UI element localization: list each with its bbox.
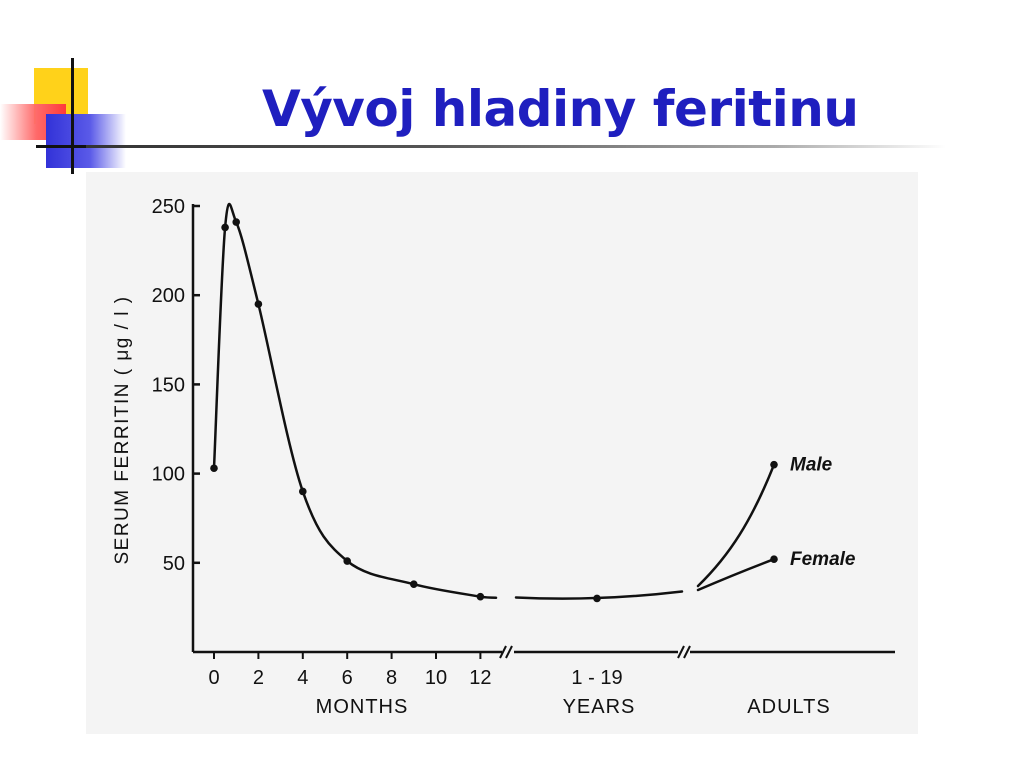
axis-break-mark — [499, 645, 507, 659]
series-line-months — [212, 202, 498, 599]
x-tick-label: 12 — [469, 667, 491, 689]
y-tick-label: 100 — [152, 464, 185, 486]
x-group-label-adults: ADULTS — [747, 696, 830, 718]
axis-break-mark — [683, 645, 691, 659]
data-point — [593, 594, 601, 603]
data-point — [343, 557, 352, 565]
y-tick-label: 200 — [152, 285, 185, 307]
series-label-male: Male — [790, 455, 833, 476]
data-point — [476, 592, 485, 601]
x-tick-label: 6 — [342, 667, 353, 689]
x-tick-label: 4 — [297, 667, 308, 689]
series-line-female — [696, 557, 776, 592]
x-group-label-years: YEARS — [563, 696, 636, 718]
data-point — [299, 487, 307, 496]
x-tick-label: 10 — [425, 667, 447, 689]
x-tick-label: 1 - 19 — [571, 667, 622, 689]
figure-panel — [86, 172, 918, 734]
series-label-female: Female — [790, 549, 856, 570]
data-point — [210, 464, 218, 473]
data-point-female — [770, 555, 778, 564]
x-group-label-months: MONTHS — [316, 696, 409, 718]
decor-blue-square — [46, 114, 126, 168]
data-point — [254, 300, 263, 308]
axis-break-mark — [505, 645, 513, 659]
data-point — [410, 580, 418, 589]
y-tick-label: 50 — [163, 553, 185, 575]
data-point — [221, 223, 229, 232]
axis-break-mark — [677, 645, 685, 659]
decor-vertical-line — [71, 58, 74, 174]
x-tick-label: 2 — [253, 667, 264, 689]
slide-title: Vývoj hladiny feritinu — [262, 80, 859, 138]
title-underline — [86, 145, 946, 148]
y-axis-label: SERUM FERRITIN ( μg / l ) — [112, 295, 133, 564]
y-tick-label: 150 — [152, 374, 185, 396]
series-line-male — [696, 463, 776, 588]
decor-horizontal-line — [36, 145, 88, 148]
data-point — [232, 218, 240, 226]
y-tick-label: 250 — [152, 196, 185, 218]
x-tick-label: 8 — [386, 667, 397, 689]
data-point-male — [770, 460, 778, 469]
x-tick-label: 0 — [208, 667, 219, 689]
